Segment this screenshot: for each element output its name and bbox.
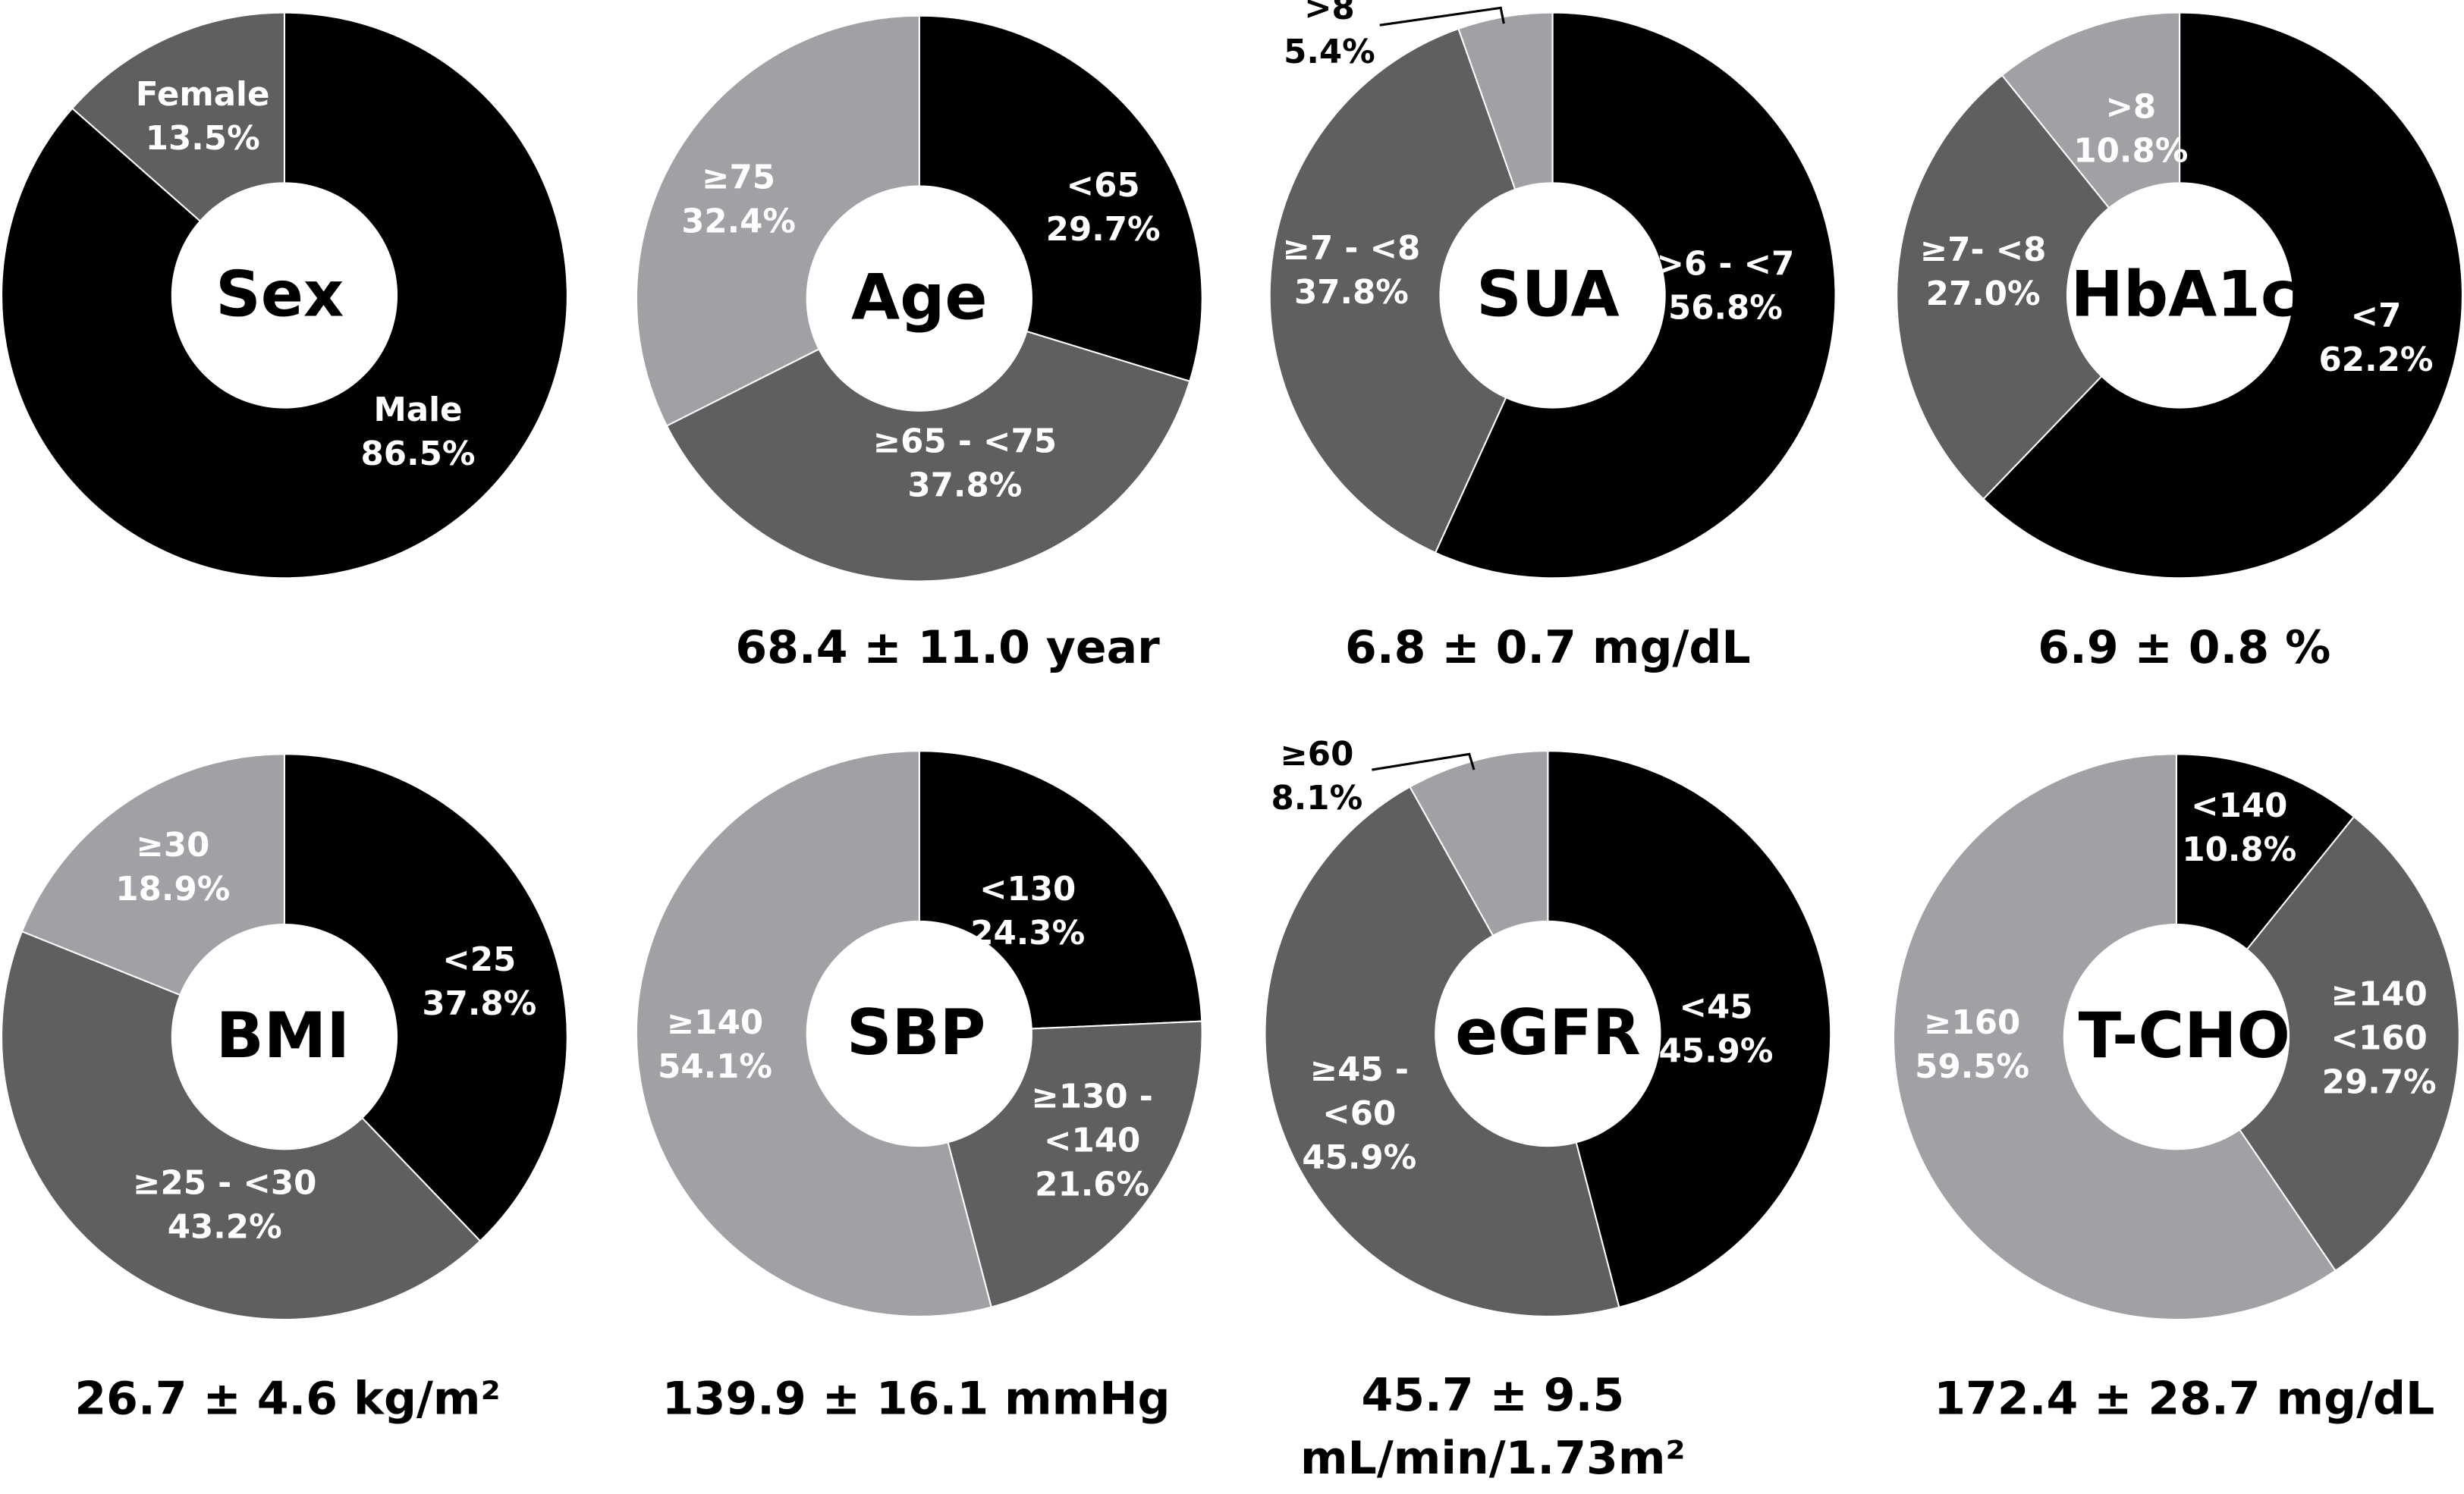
donut-hole	[1439, 182, 1666, 409]
data-label: >6 - <7	[1657, 246, 1795, 284]
data-label: ≥7- <8	[1920, 231, 2047, 269]
data-label: 10.8%	[2182, 831, 2296, 869]
data-label: 29.7%	[1046, 211, 1161, 249]
chart-title: SUA	[1476, 257, 1620, 331]
data-label: ≥30	[136, 827, 209, 865]
slice-sua-1	[1268, 27, 1554, 554]
donut-chart-sua: SUA >6 - <7 56.8% ≥7 - <8 37.8% >8 5.4% 6.8 ± 0…	[1268, 0, 1837, 674]
donut-chart-egfr: eGFR <45 45.9% ≥45 - <60 45.9% ≥60 8.1% 45.7 ± 9…	[1264, 736, 1832, 1485]
donut-hole	[806, 185, 1032, 412]
donut-hole	[1435, 920, 1661, 1147]
data-label: ≥140	[667, 1004, 763, 1042]
data-label: 29.7%	[2322, 1064, 2437, 1102]
data-label: 37.8%	[422, 985, 536, 1023]
data-label: ≥25 - <30	[133, 1164, 316, 1202]
data-label: <140	[1044, 1122, 1140, 1160]
summary-stat: 6.9 ± 0.8 %	[2038, 621, 2330, 674]
leader-lines	[1372, 6, 1505, 771]
donut-hole	[171, 182, 398, 409]
data-label: 32.4%	[681, 203, 796, 241]
data-label: <160	[2331, 1020, 2428, 1058]
summary-stat: 172.4 ± 28.7 mg/dL	[1934, 1372, 2434, 1425]
slice-bmi-0	[283, 753, 568, 1242]
egfr-leader-line	[1372, 752, 1476, 771]
summary-stat: 45.7 ± 9.5	[1361, 1369, 1624, 1422]
data-label: <60	[1322, 1095, 1396, 1133]
donut-hole	[2066, 182, 2293, 409]
summary-stat: 68.4 ± 11.0 year	[735, 621, 1160, 674]
donut-chart-sbp: SBP <130 24.3% ≥130 - <140 21.6% ≥140 54.1% 139.…	[635, 750, 1203, 1425]
chart-title: HbA1c	[2071, 257, 2299, 331]
data-label: 62.2%	[2319, 341, 2434, 379]
data-label: 37.8%	[1294, 274, 1409, 312]
data-label: <25	[442, 941, 516, 979]
data-label: 21.6%	[1035, 1166, 1149, 1204]
chart-title: eGFR	[1455, 996, 1641, 1069]
summary-stat: 26.7 ± 4.6 kg/m²	[74, 1372, 500, 1425]
donut-chart-hba1c: HbA1c <7 62.2% ≥7- <8 27.0% >8 10.8% 6.9 ± 0.8 …	[1896, 11, 2463, 674]
slice-hba1c-1	[1896, 74, 2181, 501]
data-label: 86.5%	[361, 435, 476, 473]
data-label: 13.5%	[146, 120, 260, 158]
data-label: <130	[979, 871, 1076, 909]
summary-stat: mL/min/1.73m²	[1300, 1432, 1686, 1485]
data-label: 24.3%	[970, 915, 1085, 953]
chart-title: Sex	[215, 257, 344, 331]
sua-leader-line	[1379, 6, 1505, 27]
data-label: 18.9%	[115, 871, 230, 909]
donut-chart-sex: Sex Male 86.5% Female 13.5%	[1, 11, 568, 579]
data-label: 37.8%	[907, 467, 1022, 505]
slice-t-cho-1	[2175, 815, 2460, 1273]
data-label: ≥45 -	[1310, 1051, 1409, 1089]
data-label: 56.8%	[1668, 290, 1783, 328]
donut-hole	[2063, 924, 2290, 1150]
chart-title: SBP	[847, 996, 986, 1069]
data-label: <140	[2191, 787, 2287, 825]
data-label: 43.2%	[168, 1208, 282, 1246]
data-label: ≥160	[1924, 1004, 2020, 1042]
data-label: 45.9%	[1302, 1139, 1416, 1177]
data-label: Female	[136, 76, 270, 114]
summary-stat: 139.9 ± 16.1 mmHg	[662, 1372, 1171, 1425]
donut-chart-bmi: BMI <25 37.8% ≥25 - <30 43.2% ≥30 18.9% 26.7 ± …	[1, 753, 568, 1425]
data-label: 5.4%	[1284, 33, 1375, 71]
data-label: ≥7 - <8	[1283, 230, 1421, 268]
data-label: <65	[1067, 167, 1140, 205]
data-label: ≥75	[702, 159, 775, 197]
data-label: ≥60	[1280, 736, 1353, 774]
data-label: Male	[373, 391, 462, 429]
data-label: <7	[2351, 297, 2402, 335]
slice-egfr-0	[1547, 750, 1832, 1309]
donut-chart-t-cho: T-CHO <140 10.8% ≥140 <160 29.7% ≥160 59.5% 172.…	[1893, 753, 2460, 1425]
chart-title: Age	[851, 261, 988, 334]
data-label: ≥65 - <75	[873, 423, 1057, 461]
data-label: 8.1%	[1271, 780, 1363, 818]
data-label: 59.5%	[1915, 1048, 2029, 1086]
data-label: 27.0%	[1926, 275, 2041, 313]
data-label: 45.9%	[1659, 1032, 1774, 1070]
data-label: >8	[2105, 88, 2156, 126]
data-label: 10.8%	[2073, 132, 2188, 170]
chart-title: BMI	[216, 999, 350, 1072]
donut-chart-age: Age <65 29.7% ≥65 - <75 37.8% ≥75 32.4% 68.4 ± …	[635, 14, 1203, 674]
data-label: >8	[1304, 0, 1355, 27]
chart-title: T-CHO	[2079, 999, 2290, 1072]
donut-hole	[171, 924, 398, 1150]
data-label: 54.1%	[658, 1048, 772, 1086]
summary-stat: 6.8 ± 0.7 mg/dL	[1345, 621, 1751, 674]
data-label: ≥130 -	[1031, 1078, 1152, 1116]
donut-hole	[806, 920, 1032, 1147]
data-label: ≥140	[2331, 976, 2428, 1014]
data-label: <45	[1680, 988, 1753, 1026]
slice-age-1	[665, 297, 1191, 582]
